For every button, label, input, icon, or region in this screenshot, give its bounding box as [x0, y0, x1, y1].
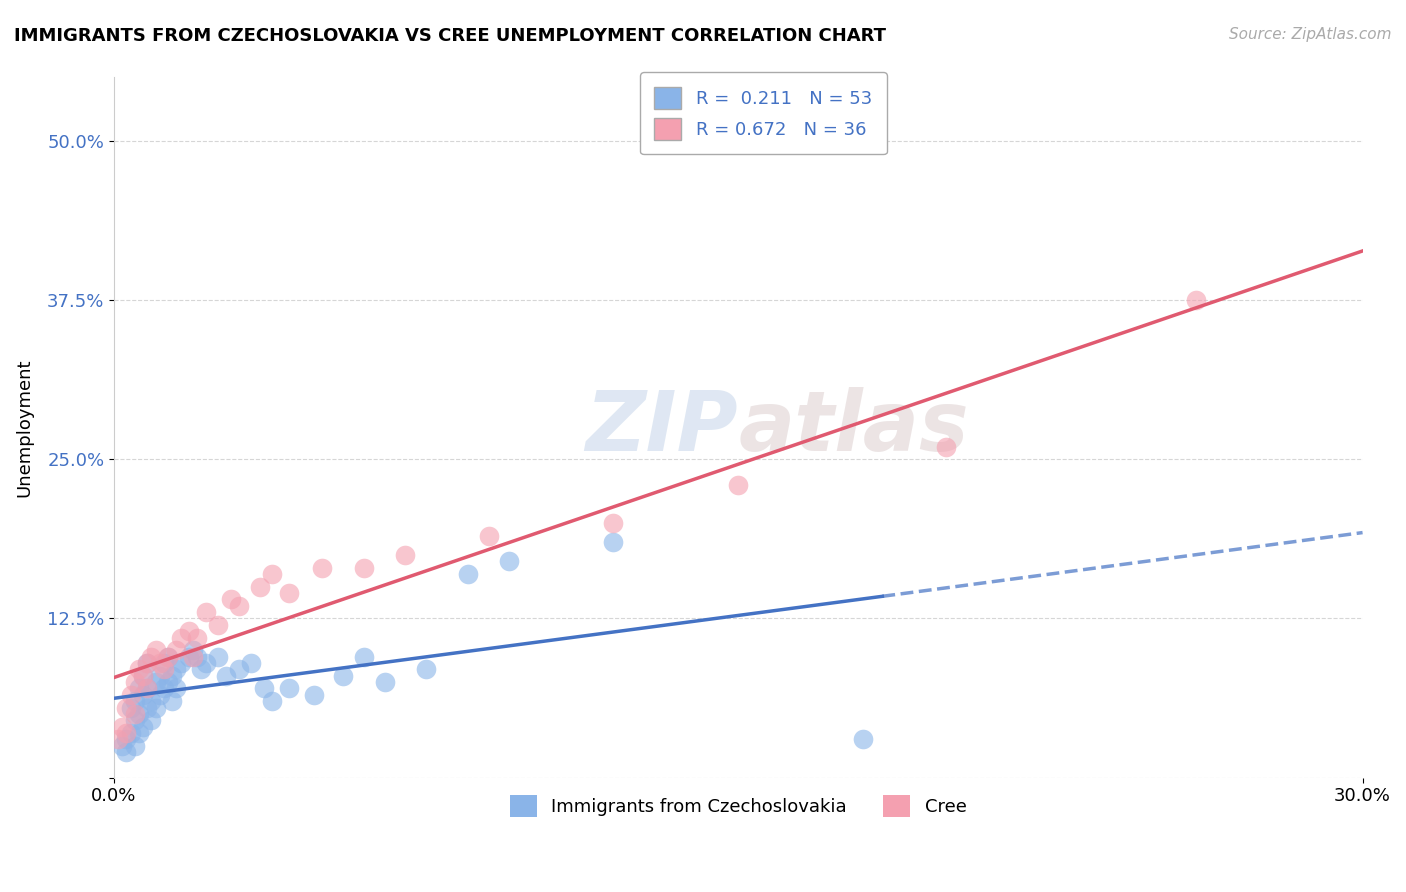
Point	[477, 529, 499, 543]
Point	[165, 643, 187, 657]
Text: ZIP: ZIP	[586, 387, 738, 468]
Point	[157, 649, 180, 664]
Point	[415, 662, 437, 676]
Point	[190, 662, 212, 676]
Point	[124, 675, 146, 690]
Point	[727, 477, 749, 491]
Point	[332, 669, 354, 683]
Point	[107, 732, 129, 747]
Point	[852, 732, 875, 747]
Point	[165, 681, 187, 696]
Point	[149, 669, 172, 683]
Point	[228, 599, 250, 613]
Point	[353, 560, 375, 574]
Point	[136, 656, 159, 670]
Y-axis label: Unemployment: Unemployment	[15, 359, 32, 497]
Point	[120, 700, 142, 714]
Point	[186, 649, 208, 664]
Point	[194, 656, 217, 670]
Point	[302, 688, 325, 702]
Point	[111, 720, 134, 734]
Point	[169, 656, 191, 670]
Text: Source: ZipAtlas.com: Source: ZipAtlas.com	[1229, 27, 1392, 42]
Point	[115, 700, 138, 714]
Point	[165, 662, 187, 676]
Point	[153, 656, 176, 670]
Text: atlas: atlas	[738, 387, 969, 468]
Point	[124, 694, 146, 708]
Point	[145, 675, 167, 690]
Point	[249, 580, 271, 594]
Point	[132, 688, 155, 702]
Point	[132, 720, 155, 734]
Point	[136, 656, 159, 670]
Point	[177, 624, 200, 639]
Point	[128, 726, 150, 740]
Point	[311, 560, 333, 574]
Point	[602, 516, 624, 530]
Point	[111, 739, 134, 753]
Point	[132, 669, 155, 683]
Point	[120, 688, 142, 702]
Point	[602, 535, 624, 549]
Point	[124, 739, 146, 753]
Point	[115, 732, 138, 747]
Point	[457, 566, 479, 581]
Point	[157, 649, 180, 664]
Point	[935, 440, 957, 454]
Point	[207, 617, 229, 632]
Point	[124, 713, 146, 727]
Point	[181, 643, 204, 657]
Text: IMMIGRANTS FROM CZECHOSLOVAKIA VS CREE UNEMPLOYMENT CORRELATION CHART: IMMIGRANTS FROM CZECHOSLOVAKIA VS CREE U…	[14, 27, 886, 45]
Point	[149, 688, 172, 702]
Point	[253, 681, 276, 696]
Point	[128, 662, 150, 676]
Point	[277, 681, 299, 696]
Point	[132, 669, 155, 683]
Legend: Immigrants from Czechoslovakia, Cree: Immigrants from Czechoslovakia, Cree	[503, 788, 974, 824]
Point	[136, 700, 159, 714]
Point	[153, 662, 176, 676]
Point	[162, 694, 184, 708]
Point	[141, 649, 163, 664]
Point	[262, 694, 284, 708]
Point	[240, 656, 263, 670]
Point	[177, 649, 200, 664]
Point	[162, 669, 184, 683]
Point	[215, 669, 238, 683]
Point	[153, 681, 176, 696]
Point	[120, 726, 142, 740]
Point	[181, 649, 204, 664]
Point	[194, 605, 217, 619]
Point	[1185, 293, 1208, 308]
Point	[149, 656, 172, 670]
Point	[394, 548, 416, 562]
Point	[353, 649, 375, 664]
Point	[115, 726, 138, 740]
Point	[262, 566, 284, 581]
Point	[128, 681, 150, 696]
Point	[145, 643, 167, 657]
Point	[169, 631, 191, 645]
Point	[136, 681, 159, 696]
Point	[277, 586, 299, 600]
Point	[207, 649, 229, 664]
Point	[141, 694, 163, 708]
Point	[373, 675, 395, 690]
Point	[228, 662, 250, 676]
Point	[498, 554, 520, 568]
Point	[115, 745, 138, 759]
Point	[136, 681, 159, 696]
Point	[186, 631, 208, 645]
Point	[141, 713, 163, 727]
Point	[124, 706, 146, 721]
Point	[128, 706, 150, 721]
Point	[219, 592, 242, 607]
Point	[145, 700, 167, 714]
Point	[157, 675, 180, 690]
